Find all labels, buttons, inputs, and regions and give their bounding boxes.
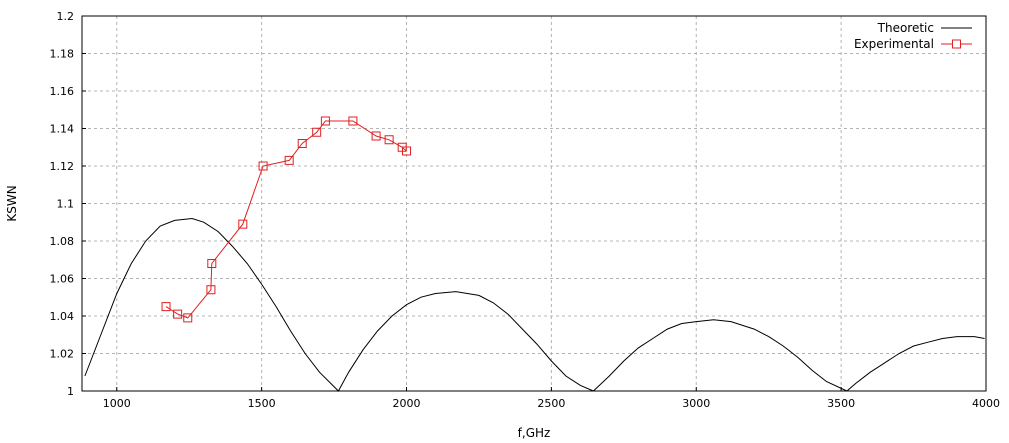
experimental-data-point	[297, 139, 307, 148]
x-tick-label: 2000	[393, 397, 421, 410]
y-tick-label: 1.08	[50, 235, 75, 248]
x-tick-label: 4000	[972, 397, 1000, 410]
experimental-data-point	[384, 135, 394, 145]
y-tick-label: 1	[67, 385, 74, 398]
tick-labels: 1000 1500 2000 2500 3000 3500 4000 1 1.02 1.04 1.0…	[50, 10, 1001, 410]
legend-label-experimental: Experimental	[854, 37, 934, 51]
x-tick-label: 3500	[827, 397, 855, 410]
y-tick-label: 1.18	[50, 48, 75, 61]
experimental-data-point	[258, 161, 268, 171]
experimental-data-point	[371, 131, 381, 141]
experimental-data-point	[161, 302, 171, 312]
y-tick-label: 1.14	[50, 123, 75, 136]
experimental-data-point	[238, 219, 248, 229]
y-tick-label: 1.16	[50, 85, 75, 98]
experimental-data-point	[284, 155, 294, 165]
y-axis-label: KSWN	[5, 185, 19, 221]
y-tick-label: 1.2	[57, 10, 75, 23]
y-tick-label: 1.04	[50, 310, 75, 323]
series-layer	[84, 116, 985, 392]
x-tick-label: 1500	[248, 397, 276, 410]
y-tick-label: 1.12	[50, 160, 75, 173]
experimental-data-point	[183, 313, 193, 323]
experimental-data-point	[402, 146, 412, 156]
experimental-data-point	[348, 116, 358, 126]
experimental-data-point	[312, 127, 322, 137]
experimental-data-point	[320, 116, 330, 126]
experimental-series-line	[165, 120, 407, 319]
experimental-data-point	[207, 259, 217, 268]
x-tick-label: 2500	[537, 397, 565, 410]
y-tick-label: 1.06	[50, 273, 75, 286]
legend: Theoretic Experimental	[854, 21, 972, 51]
x-tick-label: 3000	[682, 397, 710, 410]
x-tick-label: 1000	[103, 397, 131, 410]
experimental-data-point	[173, 309, 183, 319]
legend-marker-experimental	[952, 39, 961, 49]
theoretic-series-line	[84, 217, 985, 392]
grid	[82, 15, 987, 392]
y-tick-label: 1.02	[50, 348, 75, 361]
experimental-data-point	[206, 285, 216, 295]
y-tick-label: 1.1	[57, 198, 75, 211]
x-axis-label: f,GHz	[518, 426, 551, 440]
legend-label-theoretic: Theoretic	[877, 21, 934, 35]
